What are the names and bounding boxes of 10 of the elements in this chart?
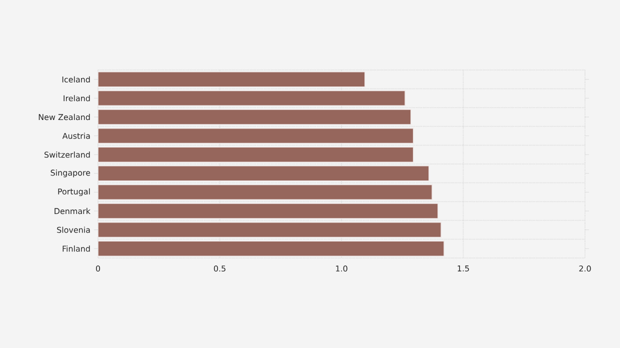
bar bbox=[98, 184, 432, 200]
bar bbox=[98, 72, 366, 88]
bar bbox=[98, 146, 414, 162]
bar bbox=[98, 166, 430, 182]
bar bbox=[98, 128, 414, 144]
bar bbox=[98, 222, 442, 238]
bar bbox=[98, 240, 444, 256]
bar bbox=[98, 109, 412, 125]
bar bbox=[98, 90, 406, 106]
bar bbox=[98, 203, 438, 219]
